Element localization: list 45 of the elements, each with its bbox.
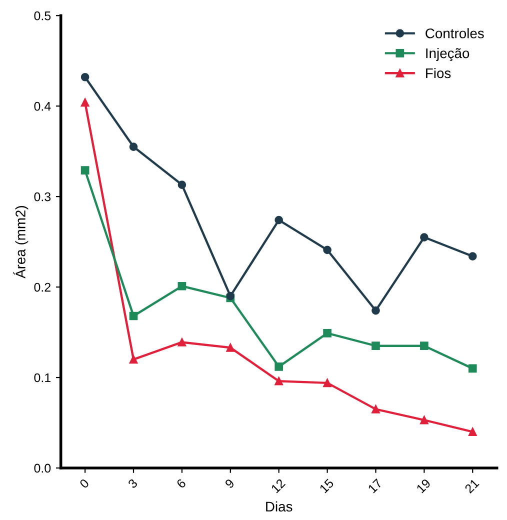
point [420, 233, 428, 242]
x-tick-label: 19 [416, 478, 432, 494]
point [80, 166, 90, 174]
legend-label: Fios [426, 68, 451, 78]
x-axis-title: Dias [266, 501, 292, 512]
x-tick-label: 6 [176, 478, 186, 489]
point [323, 329, 332, 338]
point [80, 98, 90, 107]
y-axis-title: Área (mm2) [13, 206, 28, 278]
point [129, 312, 138, 320]
point [420, 342, 428, 350]
x-tick-label: 3 [128, 478, 138, 489]
point [178, 338, 186, 346]
point [420, 416, 428, 424]
point [468, 364, 477, 373]
point [274, 362, 284, 371]
y-tick-label: 0.1 [34, 373, 51, 382]
legend-label: Controles [426, 28, 484, 38]
point [468, 252, 477, 260]
point [372, 306, 380, 315]
x-tick-label: 12 [270, 478, 286, 494]
x-tick-label: 21 [464, 478, 480, 494]
point [80, 72, 90, 82]
y-tick-label: 0.5 [34, 11, 51, 20]
point [372, 405, 380, 414]
point [178, 282, 186, 290]
legend-label: Injeção [426, 48, 470, 61]
x-tick-label: 15 [319, 478, 334, 494]
point [274, 216, 284, 224]
y-tick-label: 0.3 [34, 192, 51, 202]
point [178, 180, 186, 189]
point [468, 428, 477, 436]
y-tick-label: 0.4 [34, 102, 51, 111]
point [372, 342, 380, 350]
point [129, 142, 138, 151]
point [323, 378, 332, 388]
x-tick-label: 0 [79, 478, 90, 489]
x-tick-label: 9 [224, 478, 235, 489]
y-tick-label: 0.0 [34, 464, 51, 473]
x-tick-label: 17 [368, 478, 382, 494]
y-tick-label: 0.2 [34, 282, 50, 292]
point [129, 355, 138, 364]
point [274, 376, 284, 386]
point [226, 343, 235, 352]
point [323, 246, 332, 254]
